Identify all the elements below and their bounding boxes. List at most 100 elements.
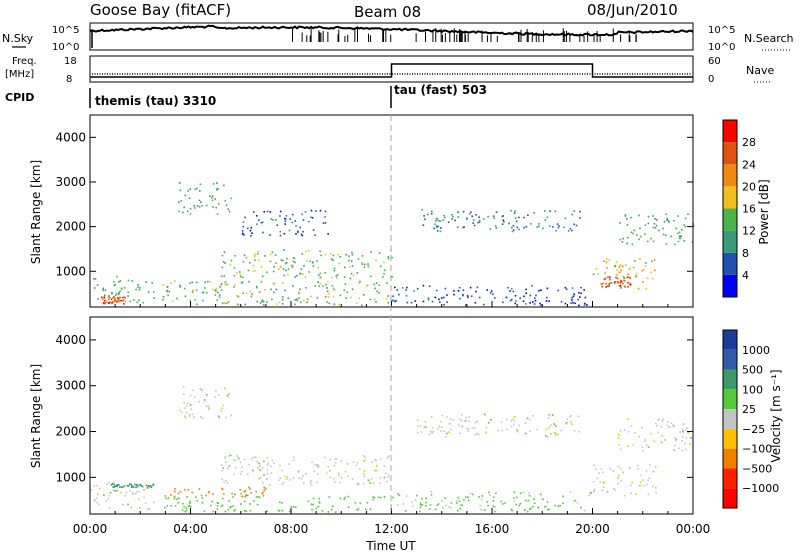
scatter-point bbox=[523, 509, 526, 511]
scatter-point bbox=[192, 413, 194, 416]
scatter-point bbox=[392, 496, 394, 499]
scatter-point bbox=[186, 210, 189, 213]
scatter-point bbox=[248, 280, 250, 283]
scatter-point bbox=[370, 275, 372, 278]
scatter-point bbox=[374, 298, 376, 301]
scatter-point bbox=[189, 213, 192, 215]
nsearch-tick-bottom: 10^0 bbox=[708, 42, 735, 53]
scatter-point bbox=[291, 221, 293, 224]
scatter-point bbox=[437, 219, 440, 222]
scatter-point bbox=[117, 484, 120, 486]
scatter-point bbox=[456, 502, 458, 504]
scatter-point bbox=[430, 430, 432, 433]
scatter-point bbox=[609, 468, 612, 470]
scatter-point bbox=[460, 504, 462, 506]
scatter-point bbox=[139, 506, 141, 509]
scatter-point bbox=[212, 206, 214, 208]
scatter-point bbox=[141, 485, 144, 488]
scatter-point bbox=[529, 294, 532, 297]
scatter-point bbox=[167, 294, 169, 297]
scatter-point bbox=[367, 479, 370, 481]
scatter-point bbox=[107, 298, 110, 301]
scatter-point bbox=[626, 218, 628, 220]
scatter-point bbox=[675, 227, 678, 230]
scatter-point bbox=[533, 211, 535, 214]
scatter-point bbox=[372, 498, 375, 501]
scatter-point bbox=[196, 205, 199, 207]
scatter-point bbox=[100, 296, 103, 299]
scatter-point bbox=[579, 296, 581, 298]
scatter-point bbox=[387, 301, 390, 304]
scatter-point bbox=[423, 215, 425, 217]
scatter-point bbox=[288, 229, 291, 232]
scatter-point bbox=[113, 489, 115, 492]
scatter-point bbox=[182, 502, 184, 505]
scatter-point bbox=[432, 430, 434, 433]
scatter-point bbox=[218, 294, 221, 296]
time-tick-label: 00:00 bbox=[676, 522, 711, 536]
scatter-point bbox=[463, 499, 465, 501]
scatter-point bbox=[327, 233, 329, 235]
scatter-point bbox=[658, 418, 661, 421]
power-colorbar-tick: 28 bbox=[742, 136, 756, 149]
scatter-point bbox=[428, 285, 431, 287]
scatter-point bbox=[683, 240, 686, 242]
scatter-point bbox=[406, 286, 408, 289]
scatter-point bbox=[593, 490, 595, 492]
scatter-point bbox=[183, 489, 186, 491]
scatter-point bbox=[608, 285, 610, 287]
scatter-point bbox=[179, 286, 181, 288]
scatter-point bbox=[326, 286, 328, 289]
scatter-point bbox=[145, 484, 148, 487]
scatter-point bbox=[603, 278, 606, 281]
scatter-point bbox=[165, 497, 167, 500]
scatter-point bbox=[316, 466, 319, 468]
scatter-point bbox=[477, 221, 479, 224]
scatter-point bbox=[115, 300, 118, 302]
scatter-point bbox=[681, 229, 683, 231]
scatter-point bbox=[604, 272, 607, 274]
scatter-point bbox=[638, 238, 640, 241]
scatter-point bbox=[440, 430, 442, 432]
scatter-point bbox=[206, 394, 208, 396]
scatter-point bbox=[586, 304, 588, 306]
scatter-point bbox=[261, 221, 264, 224]
scatter-point bbox=[646, 277, 649, 279]
scatter-point bbox=[138, 299, 140, 301]
scatter-point bbox=[272, 270, 275, 273]
scatter-point bbox=[311, 508, 313, 511]
scatter-point bbox=[113, 482, 115, 484]
scatter-point bbox=[244, 496, 247, 498]
noise-panel-frame bbox=[89, 22, 694, 51]
scatter-point bbox=[470, 295, 473, 297]
scatter-point bbox=[214, 294, 217, 296]
scatter-point bbox=[254, 253, 256, 256]
freq-label: Freq. bbox=[12, 56, 37, 67]
scatter-point bbox=[221, 478, 224, 481]
scatter-point bbox=[655, 491, 657, 494]
scatter-point bbox=[516, 496, 518, 499]
scatter-point bbox=[201, 502, 204, 504]
scatter-point bbox=[636, 234, 638, 236]
scatter-point bbox=[439, 220, 441, 222]
scatter-point bbox=[346, 463, 349, 465]
scatter-point bbox=[96, 284, 99, 286]
scatter-point bbox=[476, 420, 478, 423]
scatter-point bbox=[97, 493, 99, 496]
scatter-point bbox=[335, 458, 338, 460]
scatter-point bbox=[580, 506, 582, 509]
scatter-point bbox=[555, 230, 557, 232]
scatter-point bbox=[523, 216, 525, 219]
scatter-point bbox=[263, 474, 265, 476]
scatter-point bbox=[487, 504, 489, 507]
scatter-point bbox=[280, 259, 283, 261]
scatter-point bbox=[199, 387, 201, 390]
scatter-point bbox=[355, 302, 358, 305]
scatter-point bbox=[378, 252, 381, 254]
scatter-point bbox=[489, 228, 492, 230]
scatter-point bbox=[655, 422, 657, 425]
scatter-point bbox=[485, 426, 488, 429]
scatter-point bbox=[422, 300, 425, 303]
scatter-point bbox=[233, 286, 235, 288]
scatter-point bbox=[684, 225, 687, 228]
